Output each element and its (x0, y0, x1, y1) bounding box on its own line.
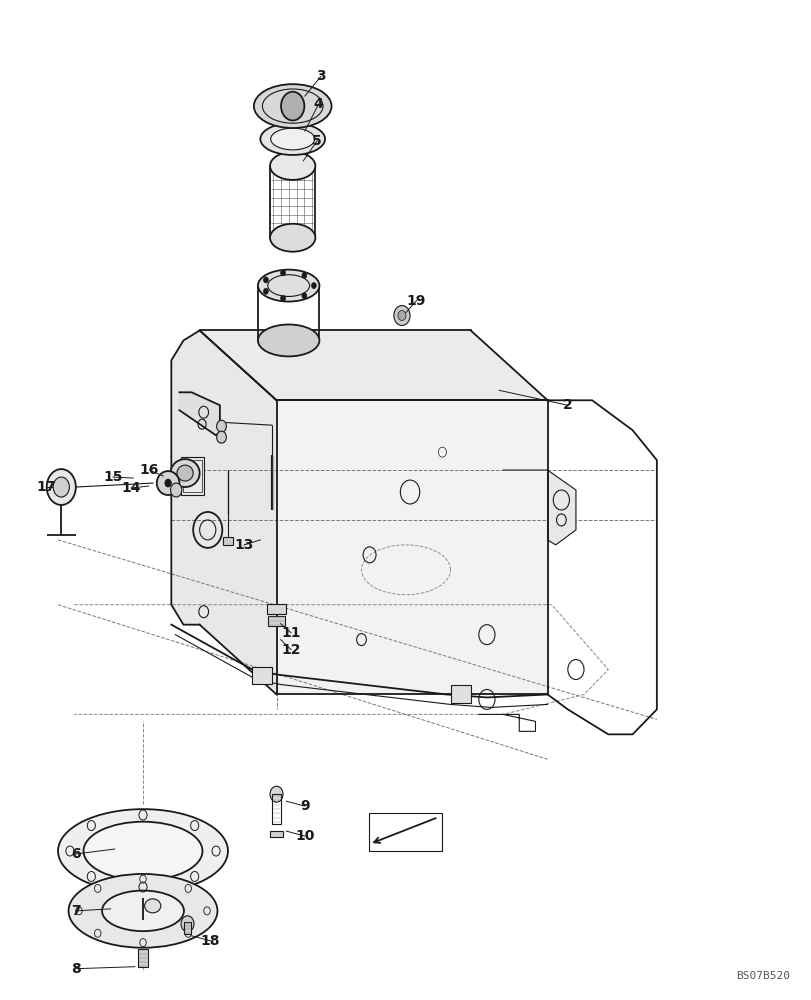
Ellipse shape (260, 123, 324, 155)
Ellipse shape (84, 822, 202, 880)
Text: 12: 12 (281, 643, 300, 657)
Text: 11: 11 (281, 626, 300, 640)
Ellipse shape (254, 84, 331, 128)
Text: 18: 18 (200, 934, 220, 948)
Bar (450, 685, 470, 703)
Circle shape (264, 277, 268, 283)
Circle shape (217, 420, 226, 432)
Text: 10: 10 (294, 829, 314, 843)
Polygon shape (179, 392, 220, 435)
Text: BS07B520: BS07B520 (736, 971, 789, 981)
Bar (182, 460, 202, 492)
Circle shape (393, 306, 410, 325)
Circle shape (281, 92, 304, 120)
Bar (267, 604, 286, 614)
Text: 16: 16 (139, 463, 159, 477)
Circle shape (281, 295, 285, 301)
Circle shape (270, 786, 283, 802)
Circle shape (281, 270, 285, 276)
Text: 17: 17 (36, 480, 55, 494)
Bar (272, 794, 281, 824)
Ellipse shape (270, 224, 315, 252)
Text: 8: 8 (71, 962, 80, 976)
Bar (138, 949, 148, 967)
Circle shape (302, 272, 307, 278)
Circle shape (53, 477, 69, 497)
Circle shape (217, 431, 226, 443)
Bar (181, 457, 204, 495)
Text: 13: 13 (234, 538, 254, 552)
Text: 4: 4 (313, 97, 323, 111)
Circle shape (181, 916, 194, 932)
Circle shape (165, 479, 171, 487)
Ellipse shape (68, 874, 217, 948)
Bar (270, 831, 283, 837)
Circle shape (397, 311, 406, 320)
Text: 9: 9 (300, 799, 309, 813)
Polygon shape (200, 330, 277, 694)
Bar (223, 537, 233, 545)
Text: 2: 2 (562, 398, 572, 412)
Polygon shape (503, 470, 575, 545)
Ellipse shape (177, 465, 193, 481)
Text: 19: 19 (406, 294, 426, 308)
Polygon shape (171, 330, 277, 694)
Text: 6: 6 (71, 847, 80, 861)
Ellipse shape (270, 152, 315, 180)
Polygon shape (200, 330, 547, 400)
Text: 14: 14 (121, 481, 140, 495)
Text: 7: 7 (71, 904, 80, 918)
Ellipse shape (102, 891, 184, 931)
Bar (368, 813, 441, 851)
Circle shape (302, 293, 307, 299)
Circle shape (311, 283, 316, 289)
Text: 3: 3 (315, 69, 325, 83)
Ellipse shape (157, 471, 179, 495)
Circle shape (170, 483, 182, 497)
Text: 15: 15 (103, 470, 122, 484)
Ellipse shape (170, 459, 200, 487)
Circle shape (47, 469, 75, 505)
Ellipse shape (258, 270, 319, 302)
Bar (268, 616, 285, 626)
Ellipse shape (144, 899, 161, 913)
Ellipse shape (258, 324, 319, 356)
Ellipse shape (270, 128, 315, 150)
Polygon shape (277, 400, 547, 694)
Text: 5: 5 (311, 134, 321, 148)
Ellipse shape (58, 809, 228, 893)
Bar (252, 667, 272, 684)
Circle shape (264, 288, 268, 294)
Bar (184, 922, 191, 934)
